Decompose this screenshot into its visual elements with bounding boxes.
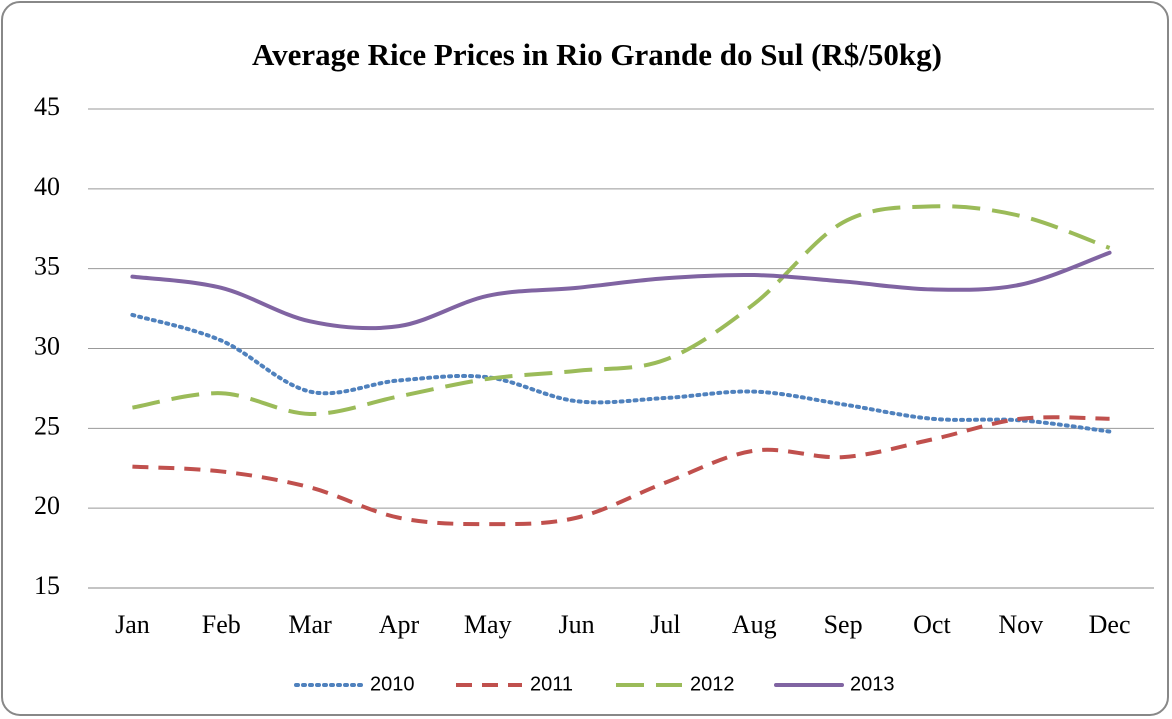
x-tick-label: Jun (559, 610, 595, 639)
y-tick-label: 30 (34, 331, 60, 360)
x-tick-label: Jan (115, 610, 150, 639)
chart-title: Average Rice Prices in Rio Grande do Sul… (252, 37, 942, 72)
x-tick-label: Sep (824, 610, 863, 639)
y-tick-label: 25 (34, 411, 60, 440)
x-tick-label: Jul (650, 610, 680, 639)
y-tick-label: 40 (34, 172, 60, 201)
y-tick-label: 45 (34, 92, 60, 121)
series-line (132, 204, 1111, 416)
x-tick-label: May (464, 610, 512, 639)
x-tick-label: Apr (379, 610, 420, 639)
series-line (130, 250, 1112, 331)
y-tick-label: 15 (34, 571, 60, 600)
series-line (132, 415, 1110, 527)
x-tick-label: Dec (1089, 610, 1131, 639)
legend-label: 2011 (530, 673, 573, 695)
x-tick-label: Nov (998, 610, 1043, 639)
series-line (130, 312, 1112, 434)
y-tick-label: 35 (34, 252, 60, 281)
x-tick-label: Aug (732, 610, 777, 639)
x-tick-label: Oct (913, 610, 951, 639)
x-tick-label: Feb (202, 610, 241, 639)
legend-label: 2010 (370, 673, 415, 695)
legend-label: 2012 (690, 673, 735, 695)
y-tick-label: 20 (34, 491, 60, 520)
x-tick-label: Mar (288, 610, 332, 639)
legend-label: 2013 (850, 673, 895, 695)
